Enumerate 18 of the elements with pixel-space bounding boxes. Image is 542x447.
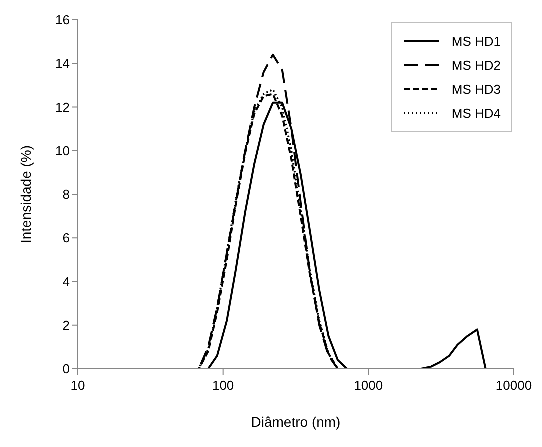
- y-tick-label: 12: [56, 100, 70, 115]
- y-tick-label: 14: [56, 56, 70, 72]
- y-tick-label: 0: [62, 362, 70, 377]
- y-axis-title: Intensidade (%): [18, 145, 34, 244]
- y-tick-label: 10: [56, 143, 70, 158]
- y-tick-label: 4: [62, 274, 70, 290]
- legend-label: MS HD4: [452, 106, 501, 120]
- x-tick-label: 1000: [354, 378, 384, 394]
- y-tick-label: 2: [62, 318, 70, 333]
- legend-label: MS HD2: [452, 58, 501, 72]
- x-tick-label: 100: [212, 378, 234, 394]
- y-tick-label: 8: [62, 187, 70, 202]
- y-tick-label: 16: [56, 12, 70, 28]
- y-tick-label: 6: [62, 230, 70, 246]
- x-axis-title: Diâmetro (nm): [251, 414, 341, 430]
- x-tick-label: 10000: [496, 378, 532, 394]
- legend-label: MS HD3: [452, 82, 501, 96]
- legend-label: MS HD1: [452, 34, 501, 48]
